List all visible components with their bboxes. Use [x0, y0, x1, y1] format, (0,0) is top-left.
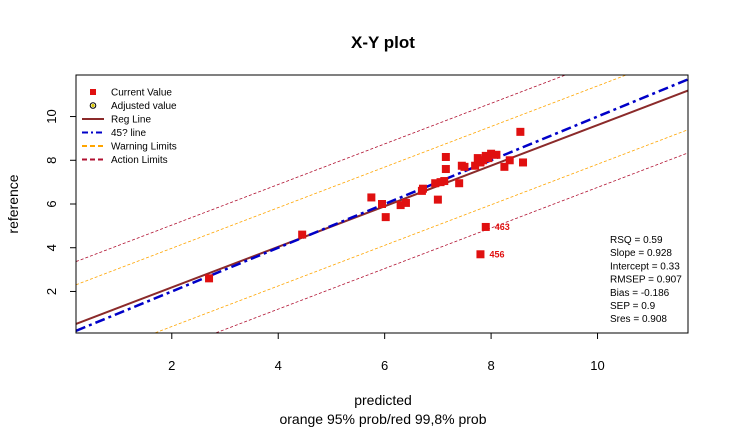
stat-line: RSQ = 0.59	[610, 235, 663, 246]
legend-label: Reg Line	[111, 115, 151, 126]
warning-limit-line	[153, 129, 688, 333]
data-point	[505, 156, 514, 165]
action-limit-line	[214, 152, 688, 333]
y-tick-label: 10	[44, 109, 59, 123]
y-tick-label: 2	[44, 288, 59, 295]
data-point	[378, 200, 386, 208]
chart-title: X-Y plot	[351, 33, 415, 52]
point-label: 463	[495, 222, 510, 232]
plot-frame	[75, 74, 689, 334]
statistics-box: RSQ = 0.59 Slope = 0.928 Intercept = 0.33 R…	[610, 235, 682, 325]
legend-swatch-circle	[89, 102, 97, 109]
data-point	[298, 230, 307, 239]
legend-label: 45? line	[111, 128, 146, 139]
stat-line: Sres = 0.908	[610, 314, 667, 325]
data-point	[441, 152, 450, 161]
axis-ticks: 2 4 6 8 10 2 4 6 8 10	[44, 109, 605, 373]
legend-label: Action Limits	[111, 155, 168, 166]
legend-label: Warning Limits	[111, 142, 177, 153]
legend-label: Current Value	[111, 88, 172, 99]
data-point	[473, 154, 482, 163]
legend-swatch-circle-fill	[91, 103, 95, 108]
chart-legend: Current Value Adjusted value Reg Line 45? l…	[82, 88, 177, 166]
x-tick-label: 8	[487, 358, 494, 373]
legend-label: Adjusted value	[111, 101, 177, 112]
data-point	[492, 150, 501, 159]
y-tick-label: 4	[44, 244, 59, 251]
data-point	[441, 165, 450, 174]
data-point	[460, 162, 469, 171]
stat-line: Slope = 0.928	[610, 248, 672, 259]
data-point	[401, 198, 410, 207]
data-point	[519, 158, 528, 167]
x-tick-label: 4	[275, 358, 282, 373]
data-point	[381, 213, 390, 222]
y-tick-label: 8	[44, 157, 59, 164]
stat-line: RMSEP = 0.907	[610, 275, 682, 286]
data-point	[205, 274, 214, 283]
chart-subtitle: orange 95% prob/red 99,8% prob	[279, 411, 486, 427]
data-point	[471, 161, 480, 170]
legend-swatch-square	[90, 89, 96, 95]
data-point	[500, 162, 509, 171]
warning-limit-line	[76, 75, 628, 286]
y-axis-label: reference	[5, 174, 21, 233]
x-axis-label: predicted	[354, 392, 412, 408]
x-tick-label: 2	[168, 358, 175, 373]
data-points: 463 456	[205, 127, 528, 283]
data-point	[516, 127, 525, 136]
x-tick-label: 10	[590, 358, 604, 373]
data-point	[476, 250, 485, 259]
data-point	[479, 156, 488, 165]
data-point	[455, 179, 464, 188]
data-point	[487, 149, 496, 158]
x-tick-label: 6	[381, 358, 388, 373]
stat-line: Intercept = 0.33	[610, 261, 680, 272]
stat-line: Bias = -0.186	[610, 288, 670, 299]
y-tick-label: 6	[44, 200, 59, 207]
data-point	[484, 154, 493, 163]
data-point	[396, 201, 405, 210]
stat-line: SEP = 0.9	[610, 301, 656, 312]
action-limit-line	[76, 75, 567, 262]
data-point	[433, 195, 442, 204]
data-point	[367, 193, 376, 202]
data-point	[431, 179, 440, 188]
data-point	[440, 177, 449, 186]
data-point	[418, 184, 427, 193]
data-point	[481, 222, 490, 231]
point-label: 456	[489, 249, 504, 259]
